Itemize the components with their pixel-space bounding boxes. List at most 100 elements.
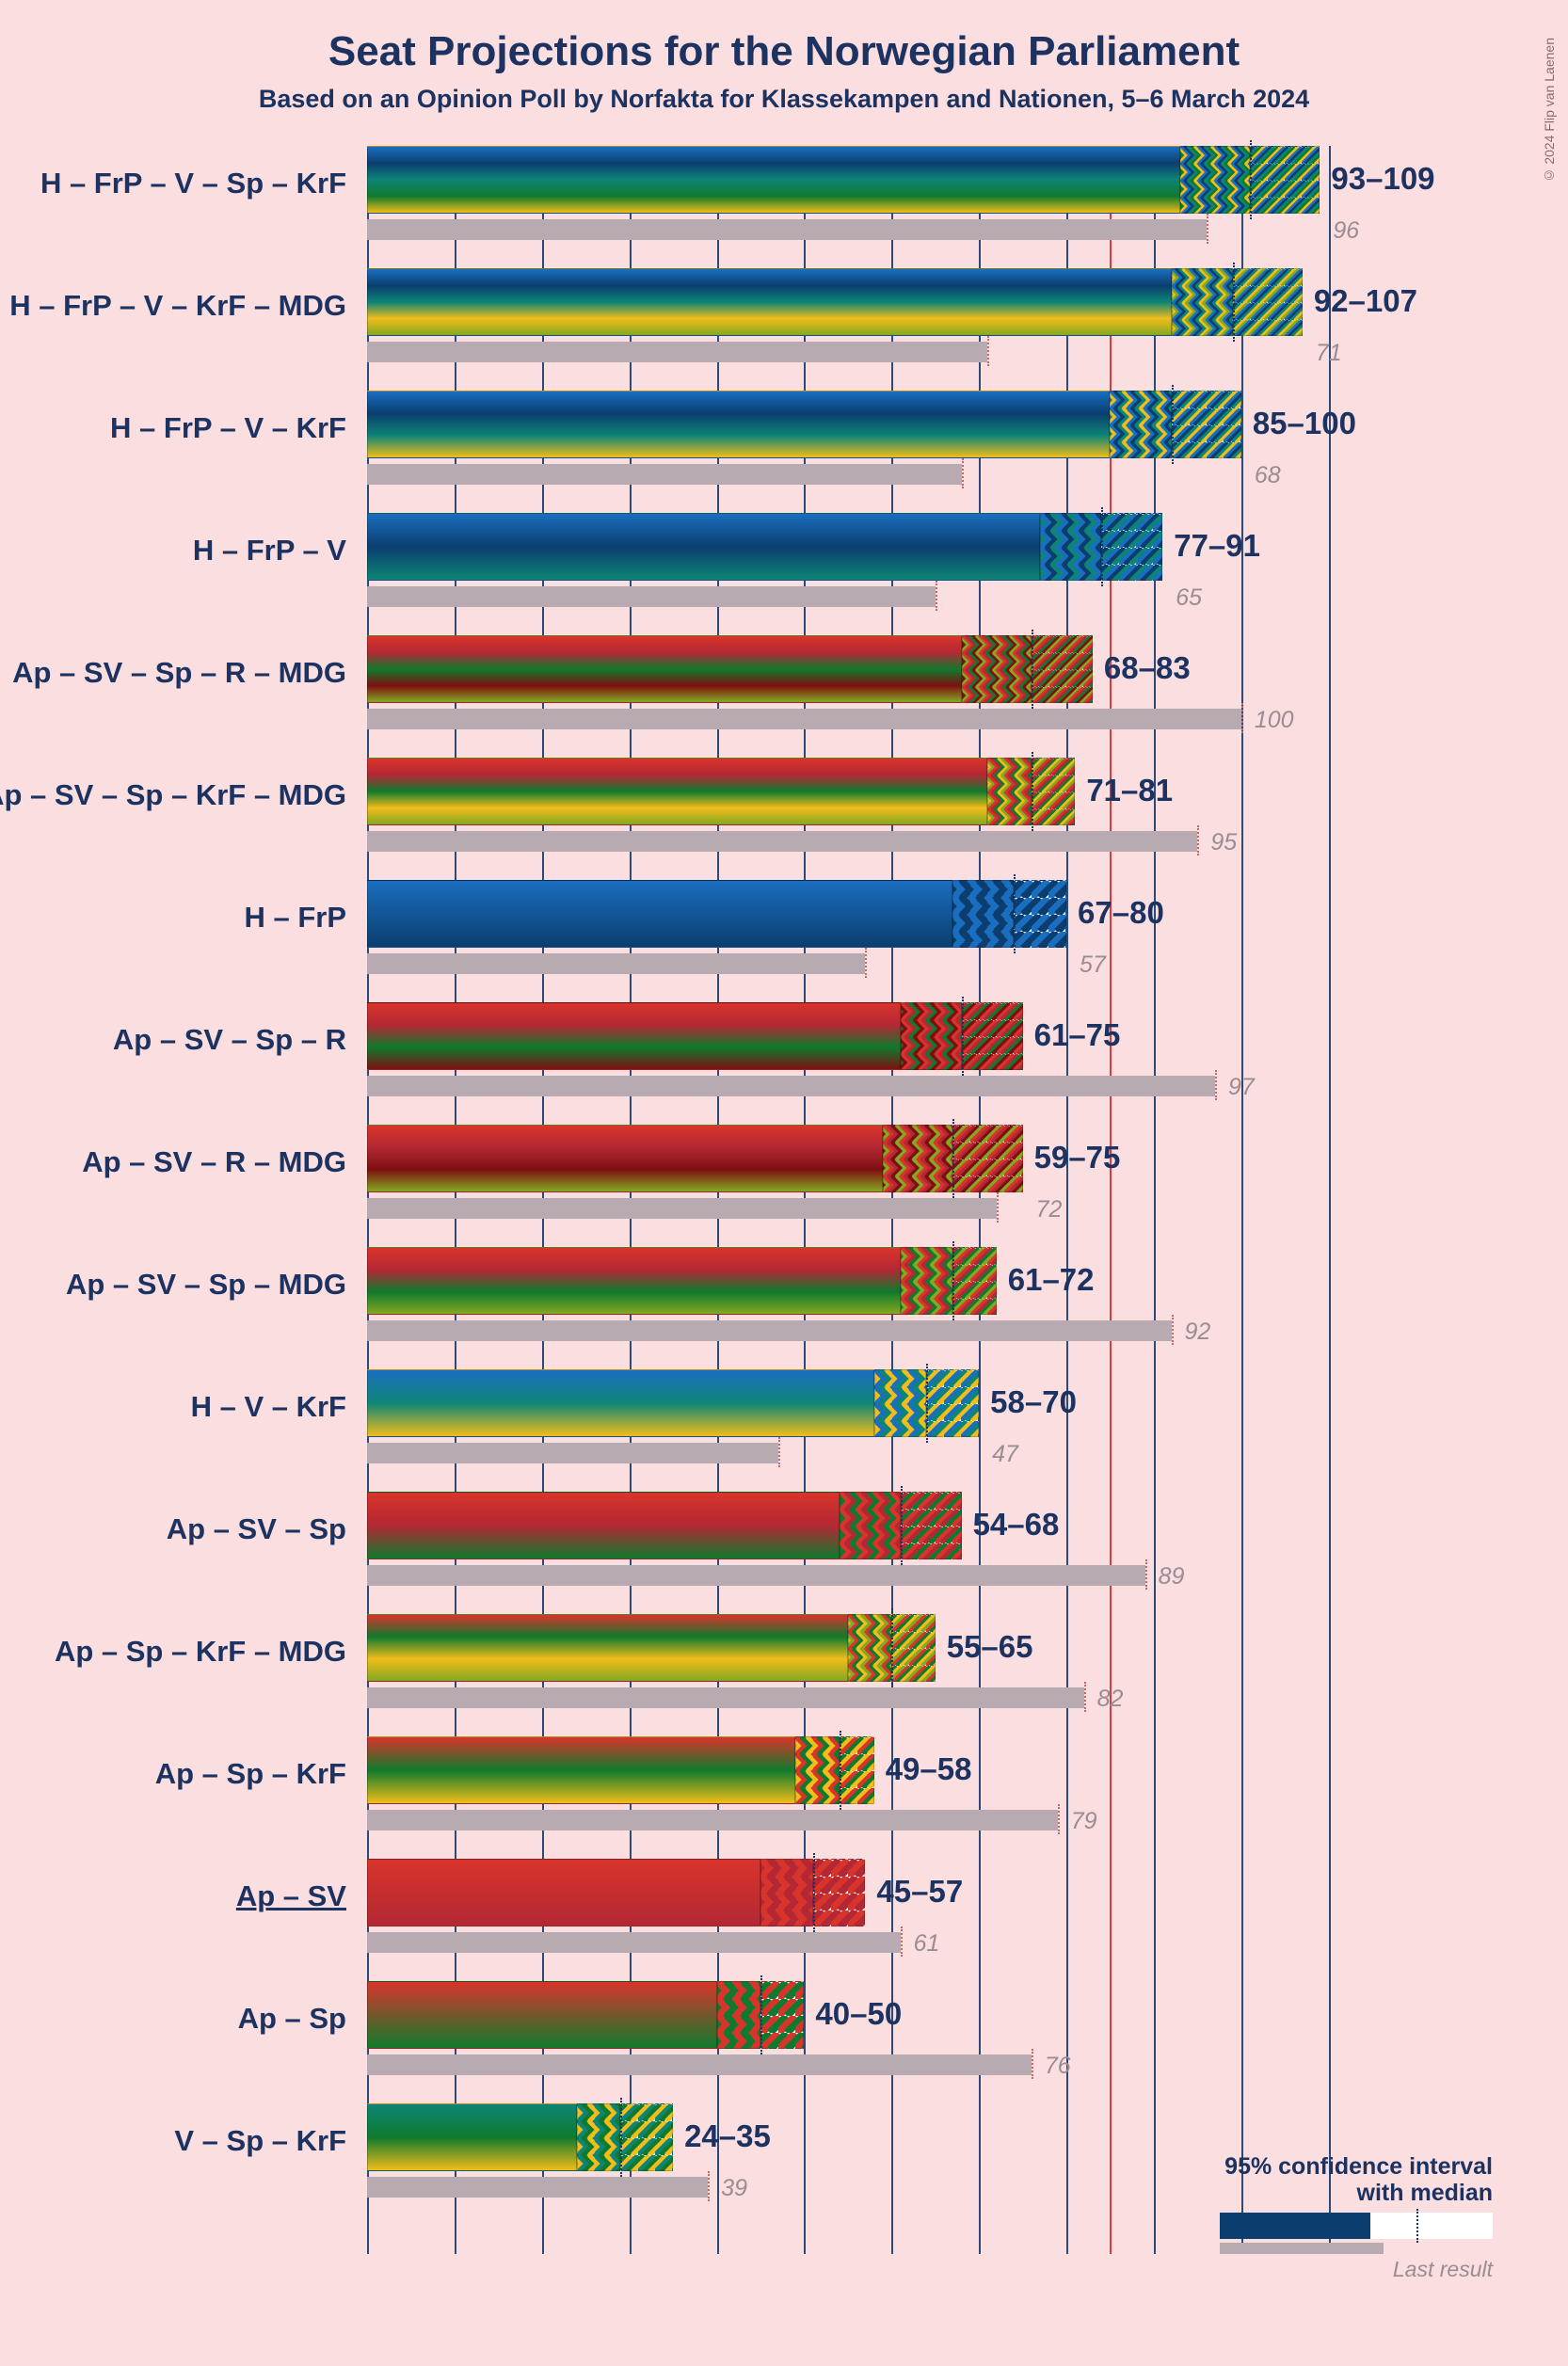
median-tick xyxy=(952,1119,954,1198)
last-result-tick xyxy=(936,581,937,611)
last-result-value: 61 xyxy=(914,1930,940,1958)
last-result-bar xyxy=(367,1443,778,1463)
last-result-tick xyxy=(1241,703,1243,733)
legend-last-bar xyxy=(1220,2243,1384,2254)
bar-ci-high xyxy=(840,1736,874,1804)
range-value: 59–75 xyxy=(1034,1140,1121,1175)
legend-solid xyxy=(1220,2213,1370,2239)
last-result-tick xyxy=(901,1926,903,1957)
last-result-tick xyxy=(997,1192,999,1223)
bar-ci-high xyxy=(760,1981,804,2049)
range-value: 92–107 xyxy=(1314,283,1417,319)
legend: 95% confidence intervalwith median Last … xyxy=(1220,2153,1493,2283)
bar-ci-low xyxy=(962,635,1032,703)
last-result-value: 68 xyxy=(1255,462,1281,489)
range-value: 68–83 xyxy=(1104,650,1191,686)
bar-ci-low xyxy=(848,1614,891,1682)
bar-solid xyxy=(367,513,1040,581)
last-result-bar xyxy=(367,342,987,362)
bar-solid xyxy=(367,2103,577,2171)
bar-ci-low xyxy=(1180,146,1250,214)
last-result-tick xyxy=(865,948,867,978)
range-value: 77–91 xyxy=(1174,528,1260,564)
coalition-label: V – Sp – KrF xyxy=(174,2124,367,2158)
range-value: 67–80 xyxy=(1078,895,1164,931)
legend-hatch xyxy=(1416,2213,1493,2239)
legend-graphic xyxy=(1220,2213,1493,2248)
coalition-row: Ap – Sp40–5076 xyxy=(367,1981,1399,2103)
range-value: 71–81 xyxy=(1086,773,1173,808)
median-tick xyxy=(926,1364,928,1443)
bar-ci-high xyxy=(952,1247,996,1315)
bar-solid xyxy=(367,391,1110,458)
coalition-label: Ap – SV xyxy=(236,1879,367,1913)
bar-ci-low xyxy=(840,1492,901,1559)
bar-ci-high xyxy=(1172,391,1241,458)
bar-ci-high xyxy=(926,1369,979,1437)
bar-ci-low xyxy=(987,758,1031,825)
legend-median-tick xyxy=(1416,2209,1418,2243)
last-result-tick xyxy=(1084,1682,1086,1712)
bar-ci-high xyxy=(813,1859,866,1926)
last-result-tick xyxy=(1058,1804,1060,1834)
bar-solid xyxy=(367,146,1180,214)
median-tick xyxy=(952,1241,954,1320)
chart-title: Seat Projections for the Norwegian Parli… xyxy=(0,28,1568,75)
bar-ci-high xyxy=(962,1002,1023,1070)
range-value: 58–70 xyxy=(990,1384,1077,1420)
copyright-text: © 2024 Flip van Laenen xyxy=(1542,38,1557,184)
bar-solid xyxy=(367,1981,717,2049)
last-result-value: 72 xyxy=(1036,1196,1063,1223)
bar-ci-high xyxy=(891,1614,935,1682)
coalition-row: Ap – SV – R – MDG59–7572 xyxy=(367,1125,1399,1247)
range-value: 93–109 xyxy=(1331,161,1434,197)
median-tick xyxy=(1032,630,1033,709)
last-result-tick xyxy=(1215,1070,1217,1100)
coalition-row: Ap – SV – Sp – KrF – MDG71–8195 xyxy=(367,758,1399,880)
chart-subtitle: Based on an Opinion Poll by Norfakta for… xyxy=(0,85,1568,114)
range-value: 85–100 xyxy=(1253,406,1356,441)
bar-ci-high xyxy=(1032,635,1093,703)
range-value: 61–75 xyxy=(1034,1017,1121,1053)
last-result-tick xyxy=(1145,1559,1147,1590)
last-result-value: 71 xyxy=(1316,340,1342,367)
bar-ci-low xyxy=(760,1859,813,1926)
last-result-tick xyxy=(708,2171,710,2201)
coalition-label: H – FrP – V xyxy=(193,534,367,568)
coalition-row: Ap – SV45–5761 xyxy=(367,1859,1399,1981)
bar-solid xyxy=(367,1247,901,1315)
range-value: 45–57 xyxy=(876,1874,963,1910)
last-result-tick xyxy=(962,458,964,488)
bar-solid xyxy=(367,1369,874,1437)
bar-ci-low xyxy=(1110,391,1171,458)
coalition-label: H – FrP – V – KrF – MDG xyxy=(9,289,367,323)
median-tick xyxy=(1032,752,1033,831)
coalition-row: Ap – Sp – KrF – MDG55–6582 xyxy=(367,1614,1399,1736)
range-value: 54–68 xyxy=(973,1507,1060,1543)
median-tick xyxy=(620,2098,622,2177)
plot-area: H – FrP – V – Sp – KrF93–10996H – FrP – … xyxy=(367,146,1399,2254)
chart-area: H – FrP – V – Sp – KrF93–10996H – FrP – … xyxy=(38,146,1512,2292)
coalition-label: H – V – KrF xyxy=(191,1390,367,1424)
last-result-bar xyxy=(367,1076,1215,1096)
range-value: 24–35 xyxy=(684,2118,771,2154)
bar-solid xyxy=(367,268,1172,336)
last-result-bar xyxy=(367,1932,901,1953)
bar-ci-low xyxy=(577,2103,620,2171)
median-tick xyxy=(1172,385,1174,464)
last-result-value: 92 xyxy=(1185,1319,1211,1346)
coalition-row: Ap – SV – Sp – MDG61–7292 xyxy=(367,1247,1399,1369)
median-tick xyxy=(840,1731,841,1810)
bar-ci-low xyxy=(717,1981,760,2049)
coalition-label: Ap – Sp xyxy=(238,2002,367,2036)
last-result-value: 79 xyxy=(1071,1808,1097,1835)
last-result-value: 96 xyxy=(1333,217,1359,245)
coalition-label: Ap – SV – Sp xyxy=(167,1512,367,1546)
bar-solid xyxy=(367,1492,840,1559)
coalition-label: Ap – SV – R – MDG xyxy=(82,1145,367,1179)
last-result-tick xyxy=(778,1437,780,1467)
bar-ci-low xyxy=(901,1002,962,1070)
legend-cross xyxy=(1370,2213,1416,2239)
bar-ci-high xyxy=(901,1492,962,1559)
bar-solid xyxy=(367,1859,760,1926)
